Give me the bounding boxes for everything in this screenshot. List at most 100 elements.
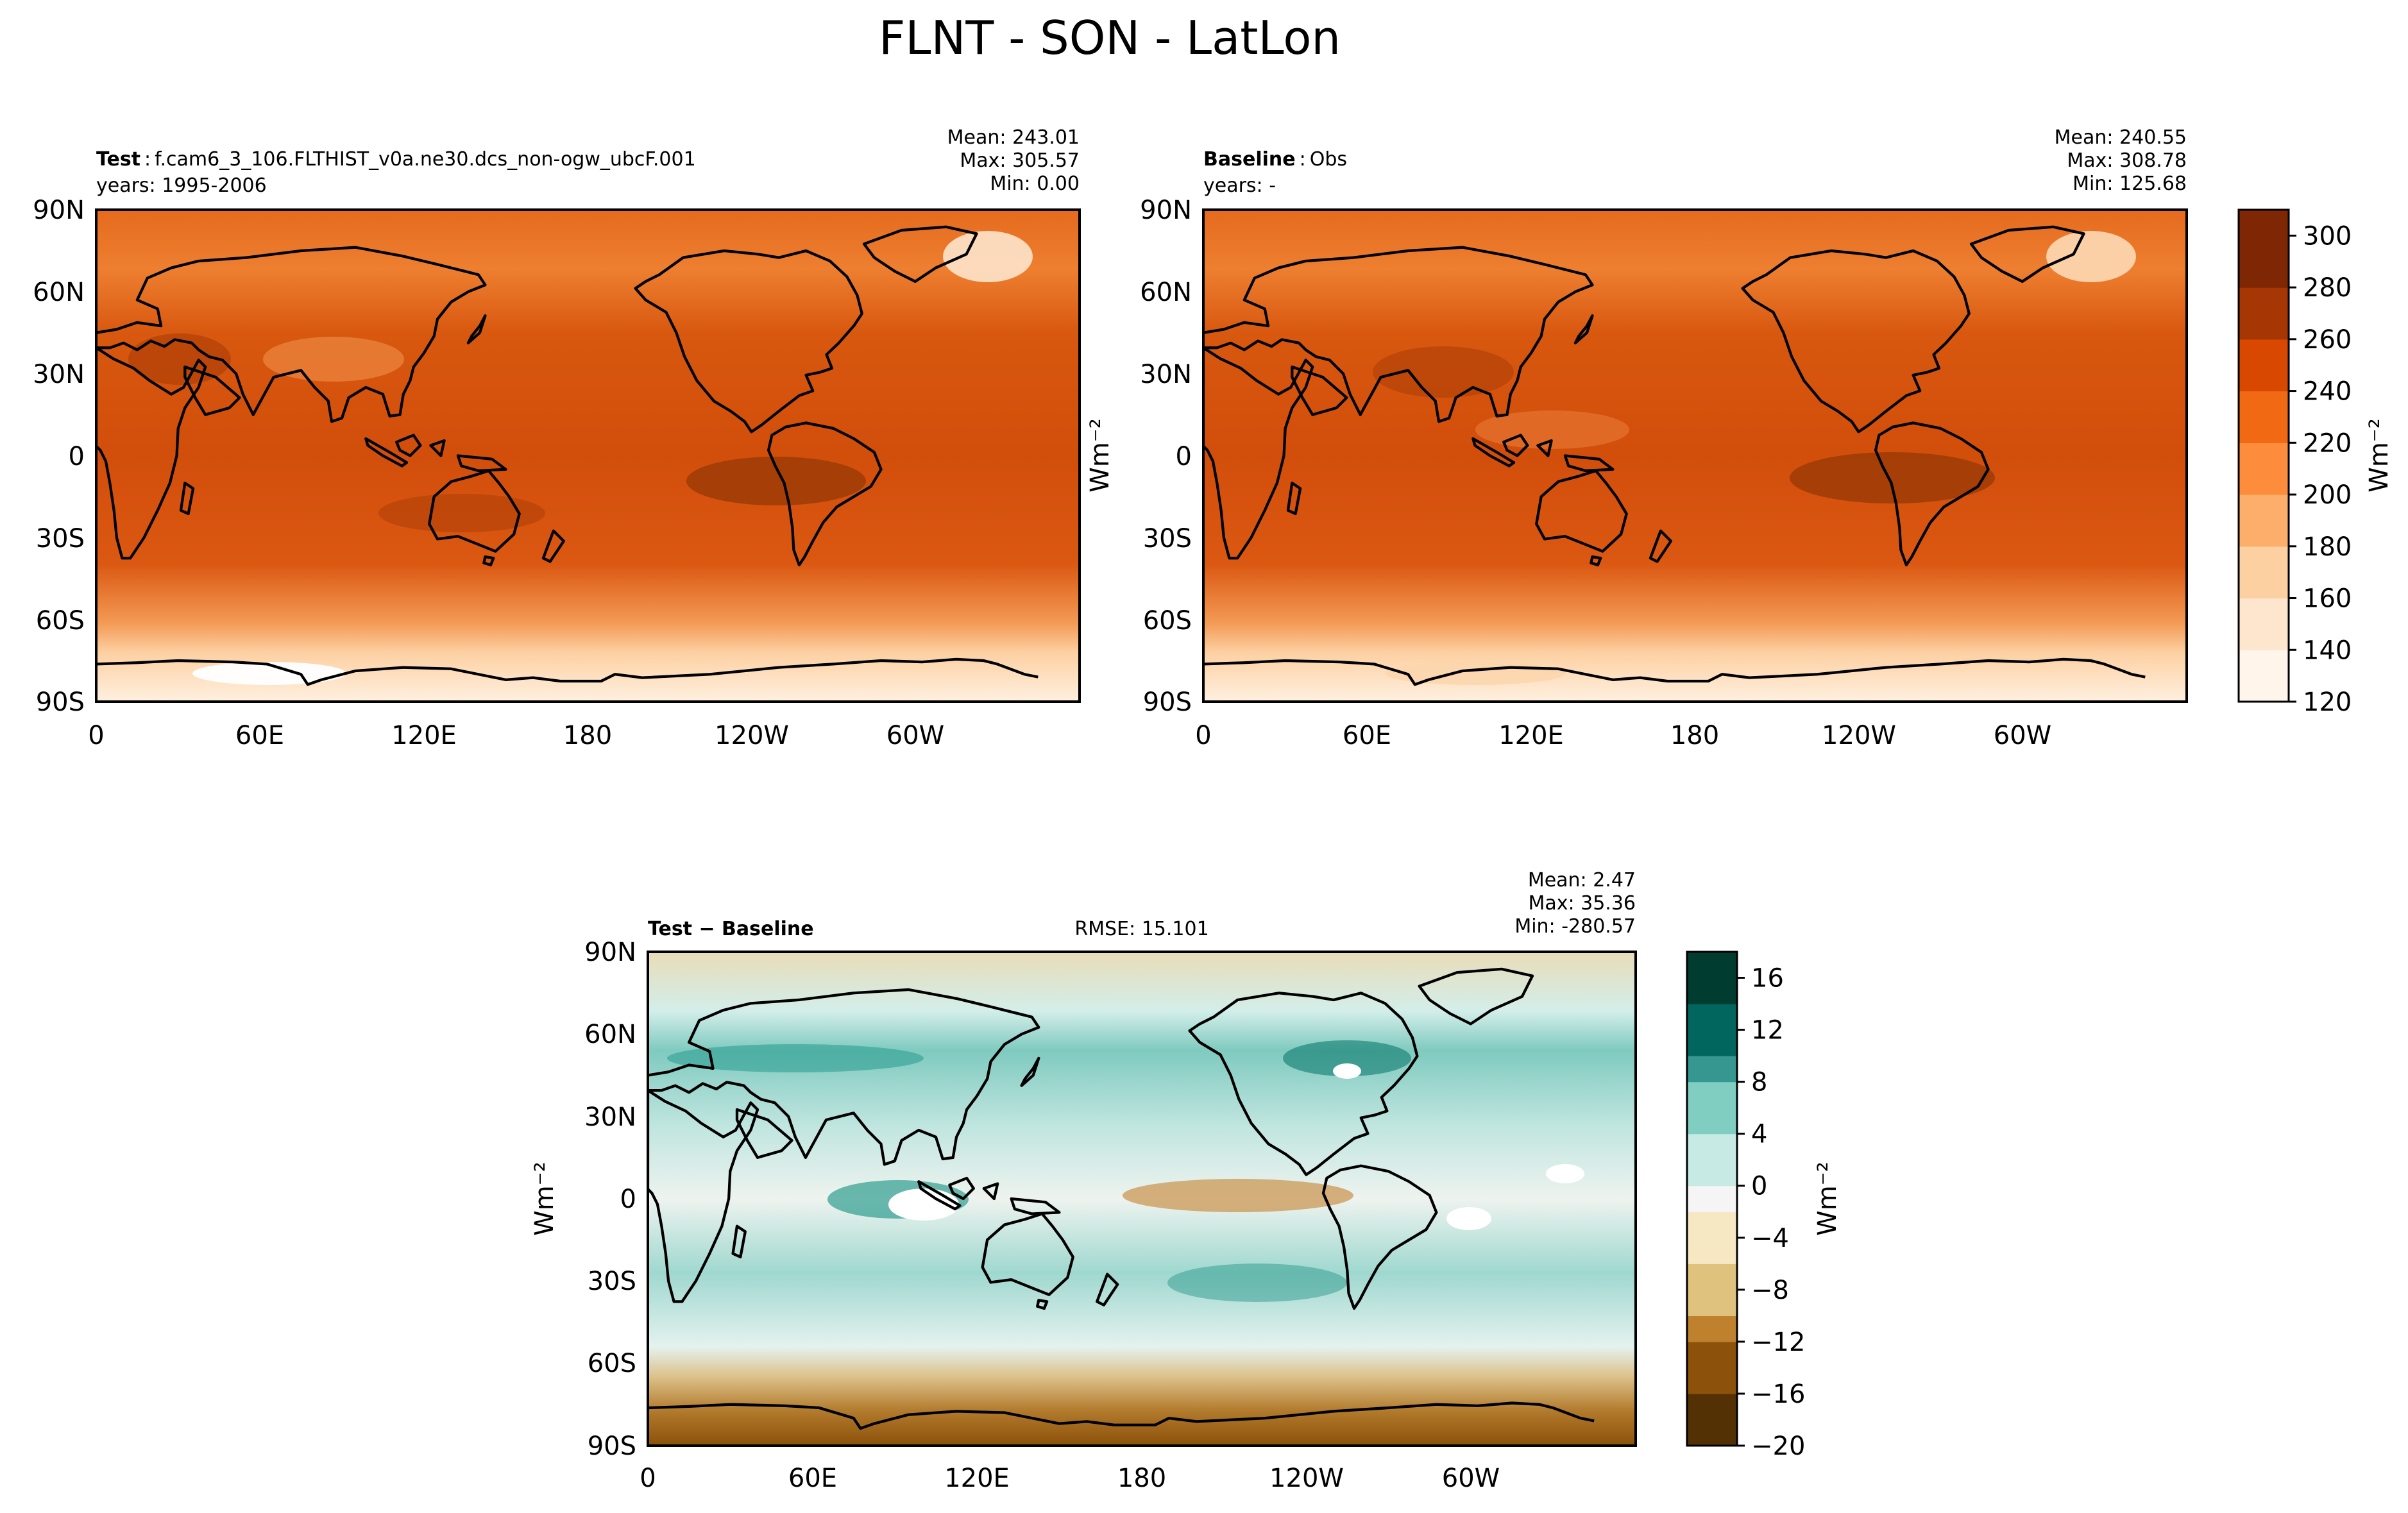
main-colorbar-frame bbox=[2237, 208, 2290, 703]
main-colorbar-band bbox=[2239, 572, 2289, 599]
diff-xtick-120w: 120W bbox=[1269, 1464, 1344, 1493]
main-colorbar-band bbox=[2239, 313, 2289, 340]
diff-colorbar-band bbox=[1687, 1237, 1737, 1264]
diff-colorbar-band bbox=[1687, 1160, 1737, 1187]
test-min: Min: 0.00 bbox=[990, 173, 1080, 195]
test-label-case: f.cam6_3_106.FLTHIST_v0a.ne30.dcs_non-og… bbox=[155, 148, 696, 171]
baseline-map bbox=[1203, 210, 2187, 702]
diff-ytick-30s: 30S bbox=[588, 1267, 636, 1296]
diff-colorbar-band bbox=[1687, 1341, 1737, 1369]
diff-colorbar-tick-label: −4 bbox=[1751, 1224, 1789, 1253]
test-map bbox=[96, 210, 1080, 702]
main-colorbar-tick-label: 160 bbox=[2303, 584, 2352, 614]
test-ytick-30n: 30N bbox=[33, 360, 85, 389]
diff-colorbar-band bbox=[1687, 1264, 1737, 1290]
diff-colorbar: 16 12 8 4 0 −4 −8 −12 −16 −20 Wm⁻² bbox=[1686, 951, 1842, 1461]
diff-xtick-120e: 120E bbox=[944, 1464, 1010, 1493]
main-colorbar-band bbox=[2239, 365, 2289, 392]
diff-colorbar-band bbox=[1687, 1056, 1737, 1083]
baseline-ytick-30n: 30N bbox=[1140, 360, 1192, 389]
diff-x-ticks: 0 60E 120E 180 120W 60W bbox=[640, 1464, 1500, 1493]
main-colorbar-band bbox=[2239, 468, 2289, 495]
test-ytick-0: 0 bbox=[69, 442, 85, 471]
diff-colorbar-band bbox=[1687, 1108, 1737, 1135]
baseline-label-source: Obs bbox=[1310, 148, 1347, 171]
baseline-ytick-90n: 90N bbox=[1140, 196, 1192, 225]
baseline-max: Max: 308.78 bbox=[2067, 149, 2187, 172]
diff-ytick-60s: 60S bbox=[588, 1349, 636, 1378]
baseline-xtick-60w: 60W bbox=[1994, 721, 2051, 750]
baseline-xtick-0: 0 bbox=[1195, 721, 1211, 750]
test-years: years: 1995-2006 bbox=[96, 174, 267, 197]
diff-colorbar-band bbox=[1687, 1004, 1737, 1031]
main-colorbar-band bbox=[2239, 235, 2289, 262]
diff-colorbar-band bbox=[1687, 1185, 1737, 1212]
diff-ytick-90s: 90S bbox=[588, 1432, 636, 1461]
baseline-min: Min: 125.68 bbox=[2073, 173, 2187, 195]
main-colorbar-tick-label: 120 bbox=[2303, 688, 2352, 717]
diff-label: Test − Baseline bbox=[648, 918, 814, 940]
main-colorbar-ticks: 300 280 260 240 220 200 180 160 140 120 bbox=[2289, 221, 2352, 717]
test-ytick-90n: 90N bbox=[33, 196, 85, 225]
main-colorbar-tick-label: 200 bbox=[2303, 480, 2352, 510]
baseline-xtick-120w: 120W bbox=[1822, 721, 1896, 750]
baseline-ytick-0: 0 bbox=[1176, 442, 1192, 471]
baseline-y-ticks: 90N 60N 30N 0 30S 60S 90S bbox=[1140, 196, 1192, 717]
diff-colorbar-band bbox=[1687, 1212, 1737, 1238]
diff-colorbar-frame bbox=[1686, 951, 1738, 1447]
test-xtick-60w: 60W bbox=[886, 721, 944, 750]
test-label-bold: Test bbox=[96, 148, 140, 171]
diff-axes-frame bbox=[647, 951, 1637, 1447]
test-axes-frame bbox=[95, 208, 1081, 703]
figure-title: FLNT - SON - LatLon bbox=[879, 11, 1341, 65]
diff-colorbar-ticks: 16 12 8 4 0 −4 −8 −12 −16 −20 bbox=[1737, 964, 1805, 1461]
main-colorbar-band bbox=[2239, 650, 2289, 677]
main-colorbar-band bbox=[2239, 416, 2289, 443]
diff-colorbar-tick-label: −8 bbox=[1751, 1276, 1789, 1305]
baseline-years: years: - bbox=[1203, 174, 1276, 197]
main-colorbar-tick-label: 240 bbox=[2303, 377, 2352, 407]
main-colorbar: 300 280 260 240 220 200 180 160 140 120 Wm⁻² bbox=[2237, 208, 2394, 717]
baseline-ytick-60n: 60N bbox=[1140, 278, 1192, 307]
main-colorbar-band bbox=[2239, 546, 2289, 573]
test-xtick-120w: 120W bbox=[715, 721, 789, 750]
diff-ytick-0: 0 bbox=[620, 1185, 636, 1214]
diff-colorbar-band bbox=[1687, 1133, 1737, 1160]
test-y-ticks: 90N 60N 30N 0 30S 60S 90S bbox=[33, 196, 85, 717]
diff-xtick-180: 180 bbox=[1117, 1464, 1166, 1493]
main-colorbar-band bbox=[2239, 391, 2289, 418]
main-colorbar-band bbox=[2239, 339, 2289, 366]
test-xtick-180: 180 bbox=[563, 721, 612, 750]
diff-ylabel: Wm⁻² bbox=[530, 1162, 559, 1236]
diff-colorbar-tick-label: 8 bbox=[1751, 1068, 1767, 1097]
baseline-ylabel: Wm⁻² bbox=[1085, 418, 1115, 493]
baseline-xtick-180: 180 bbox=[1670, 721, 1719, 750]
baseline-mean: Mean: 240.55 bbox=[2055, 126, 2187, 149]
test-ytick-60n: 60N bbox=[33, 278, 85, 307]
diff-colorbar-band bbox=[1687, 1393, 1737, 1421]
diff-colorbar-label: Wm⁻² bbox=[1813, 1162, 1842, 1236]
test-panel: Test: f.cam6_3_106.FLTHIST_v0a.ne30.dcs_n… bbox=[33, 126, 1081, 750]
baseline-x-ticks: 0 60E 120E 180 120W 60W bbox=[1195, 721, 2051, 750]
baseline-xtick-60e: 60E bbox=[1343, 721, 1391, 750]
diff-xtick-0: 0 bbox=[640, 1464, 656, 1493]
diff-colorbar-band bbox=[1687, 1367, 1737, 1394]
test-mean: Mean: 243.01 bbox=[947, 126, 1080, 149]
baseline-panel: Baseline: Obs years: - Mean: 240.55 Max: … bbox=[1085, 126, 2188, 750]
diff-ytick-90n: 90N bbox=[584, 938, 636, 967]
main-colorbar-label: Wm⁻² bbox=[2364, 418, 2394, 493]
diff-rmse: RMSE: 15.101 bbox=[1074, 918, 1208, 940]
diff-colorbar-tick-label: −12 bbox=[1751, 1328, 1805, 1357]
baseline-label-bold: Baseline bbox=[1203, 148, 1296, 171]
test-xtick-0: 0 bbox=[88, 721, 104, 750]
diff-colorbar-band bbox=[1687, 1289, 1737, 1316]
test-ytick-30s: 30S bbox=[36, 524, 85, 554]
diff-xtick-60w: 60W bbox=[1442, 1464, 1500, 1493]
diff-y-ticks: 90N 60N 30N 0 30S 60S 90S bbox=[584, 938, 636, 1461]
diff-colorbar-band bbox=[1687, 1419, 1737, 1446]
main-colorbar-tick-label: 280 bbox=[2303, 273, 2352, 303]
baseline-xtick-120e: 120E bbox=[1498, 721, 1564, 750]
baseline-ytick-90s: 90S bbox=[1143, 688, 1192, 717]
